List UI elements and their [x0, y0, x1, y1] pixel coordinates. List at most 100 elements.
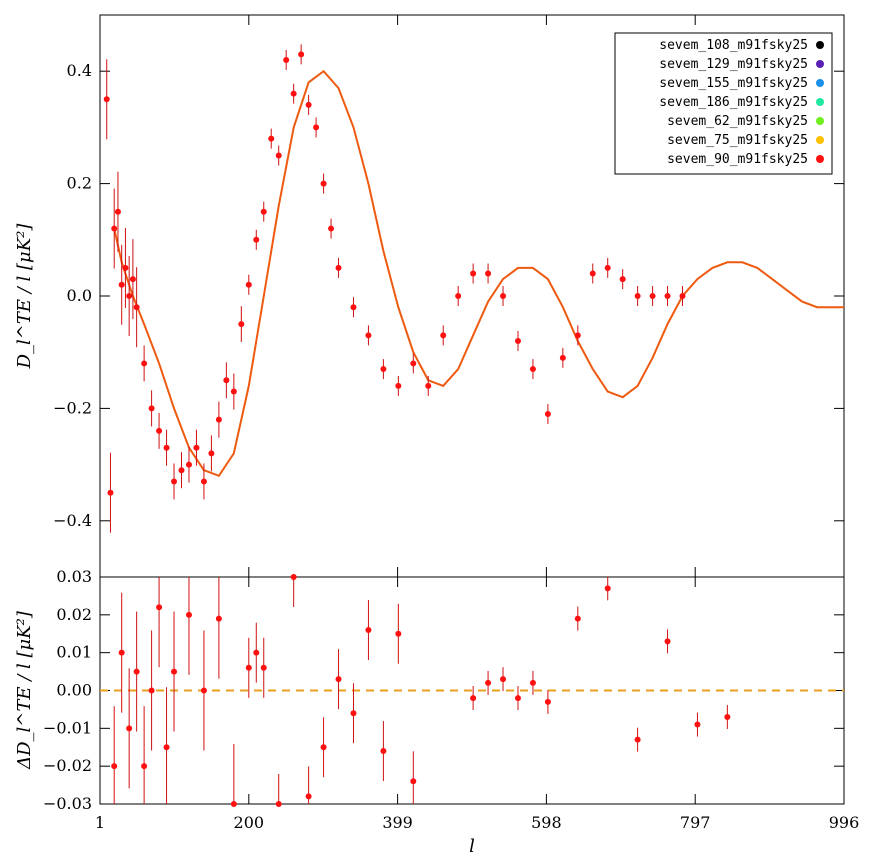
bottom-data-point: [305, 793, 312, 800]
top-data-point: [320, 180, 327, 187]
top-data-point: [193, 444, 200, 451]
bottom-data-point: [230, 801, 237, 807]
bottom-data-point: [163, 744, 170, 751]
x-tick-label: 399: [382, 813, 413, 832]
bottom-data-point: [410, 778, 417, 785]
bottom-data-point: [395, 630, 402, 637]
legend-marker: [816, 155, 824, 163]
bottom-data-point: [335, 676, 342, 683]
bottom-data-point: [529, 679, 536, 686]
top-data-point: [485, 270, 492, 277]
top-data-point: [305, 101, 312, 108]
top-data-point: [275, 152, 282, 159]
top-data-point: [313, 124, 320, 131]
top-data-point: [200, 478, 207, 485]
bottom-data-point: [290, 574, 297, 580]
top-data-point: [245, 281, 252, 288]
top-data-point: [298, 51, 305, 58]
top-data-point: [425, 382, 432, 389]
top-data-point: [230, 388, 237, 395]
top-data-point: [679, 293, 686, 299]
bottom-data-point: [156, 604, 163, 611]
bottom-data-point: [514, 695, 521, 702]
x-tick-label: 1: [95, 813, 105, 832]
bottom-data-point: [111, 763, 118, 770]
top-data-point: [380, 366, 387, 373]
top-y-tick-label: 0.2: [67, 174, 92, 193]
top-data-point: [133, 304, 140, 311]
top-data-point: [350, 304, 357, 311]
top-data-point: [156, 427, 163, 434]
bottom-data-point: [141, 763, 148, 770]
top-data-point: [604, 264, 611, 271]
bottom-data-point: [544, 698, 551, 705]
bottom-data-point: [485, 679, 492, 686]
top-data-point: [410, 360, 417, 367]
bottom-y-tick-label: −0.03: [43, 794, 92, 813]
bottom-data-point: [133, 668, 140, 675]
legend-entry-label: sevem_90_m91fsky25: [667, 152, 808, 167]
top-data-point: [111, 225, 118, 232]
bottom-data-point: [350, 710, 357, 717]
top-data-point: [470, 270, 477, 277]
top-data-point: [114, 208, 121, 215]
top-data-point: [290, 90, 297, 97]
legend-entry-label: sevem_75_m91fsky25: [667, 133, 808, 148]
top-data-point: [185, 461, 192, 468]
top-data-point: [335, 264, 342, 271]
top-data-point: [126, 293, 133, 299]
bottom-data-point: [126, 725, 133, 732]
top-data-point: [163, 444, 170, 451]
top-data-point: [574, 332, 581, 339]
bottom-y-tick-label: −0.02: [43, 756, 92, 775]
bottom-data-point: [148, 687, 155, 694]
x-tick-label: 996: [829, 813, 860, 832]
bottom-y-tick-label: 0.02: [56, 605, 92, 624]
bottom-panel-axes: 1 200 399 598 797 996 −0.03 −0.02 −0.01 0.00 0.01 0…: [43, 567, 859, 832]
top-data-point: [619, 276, 626, 283]
top-data-point: [529, 366, 536, 373]
legend-entry-label: sevem_108_m91fsky25: [659, 38, 808, 53]
legend-entry-label: sevem_155_m91fsky25: [659, 76, 808, 91]
top-data-point: [440, 332, 447, 339]
top-data-point: [103, 96, 110, 103]
top-data-point: [589, 270, 596, 277]
top-data-point: [118, 281, 125, 288]
top-data-point: [664, 293, 671, 299]
bottom-data-point: [253, 649, 260, 656]
top-data-point: [238, 321, 245, 328]
bottom-y-tick-label: −0.01: [43, 718, 92, 737]
top-panel-plot: [103, 44, 844, 533]
top-data-point: [141, 360, 148, 367]
bottom-y-tick-label: 0.03: [56, 567, 92, 586]
top-data-point: [283, 56, 290, 63]
bottom-data-point: [380, 748, 387, 755]
bottom-data-point: [275, 801, 282, 807]
x-tick-label: 200: [234, 813, 265, 832]
bottom-data-point: [574, 615, 581, 622]
bottom-data-point: [260, 664, 267, 671]
bottom-y-tick-label: 0.01: [56, 643, 92, 662]
top-data-point: [107, 489, 114, 496]
legend-entry-label: sevem_62_m91fsky25: [667, 114, 808, 129]
legend-marker: [816, 60, 824, 68]
top-panel-axes: −0.4 −0.2 0.0 0.2 0.4: [53, 15, 845, 577]
model-curve: [113, 69, 844, 478]
bottom-data-point: [664, 638, 671, 645]
bottom-data-point: [724, 713, 731, 720]
x-axis-label: l: [469, 836, 475, 857]
legend-entry-label: sevem_129_m91fsky25: [659, 57, 808, 72]
bottom-y-tick-label: 0.00: [56, 681, 92, 700]
top-y-axis-label: D_l^TE / l [μK²]: [14, 223, 35, 370]
top-data-point: [365, 332, 372, 339]
legend-marker: [816, 136, 824, 144]
bottom-data-point: [171, 668, 178, 675]
bottom-data-point: [200, 687, 207, 694]
bottom-data-point: [365, 626, 372, 633]
bottom-data-point: [500, 676, 507, 683]
bottom-panel-plot: [100, 574, 844, 807]
top-data-point: [500, 293, 507, 299]
top-data-point: [544, 411, 551, 418]
legend-marker: [816, 98, 824, 106]
